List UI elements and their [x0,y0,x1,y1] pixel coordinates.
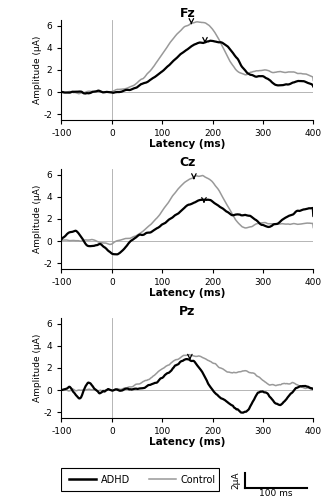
X-axis label: Latency (ms): Latency (ms) [149,288,225,298]
Title: Fz: Fz [180,7,195,20]
Title: Cz: Cz [179,156,195,169]
X-axis label: Latency (ms): Latency (ms) [149,438,225,448]
Y-axis label: Amplitude (μA): Amplitude (μA) [33,36,42,104]
X-axis label: Latency (ms): Latency (ms) [149,140,225,149]
Y-axis label: Amplitude (μA): Amplitude (μA) [33,334,42,402]
FancyBboxPatch shape [61,468,218,491]
Y-axis label: Amplitude (μA): Amplitude (μA) [33,185,42,253]
Text: 2μA: 2μA [232,472,241,489]
Text: Control: Control [181,475,215,485]
Text: 100 ms: 100 ms [259,489,293,498]
Title: Pz: Pz [179,305,195,318]
Text: ADHD: ADHD [101,475,130,485]
